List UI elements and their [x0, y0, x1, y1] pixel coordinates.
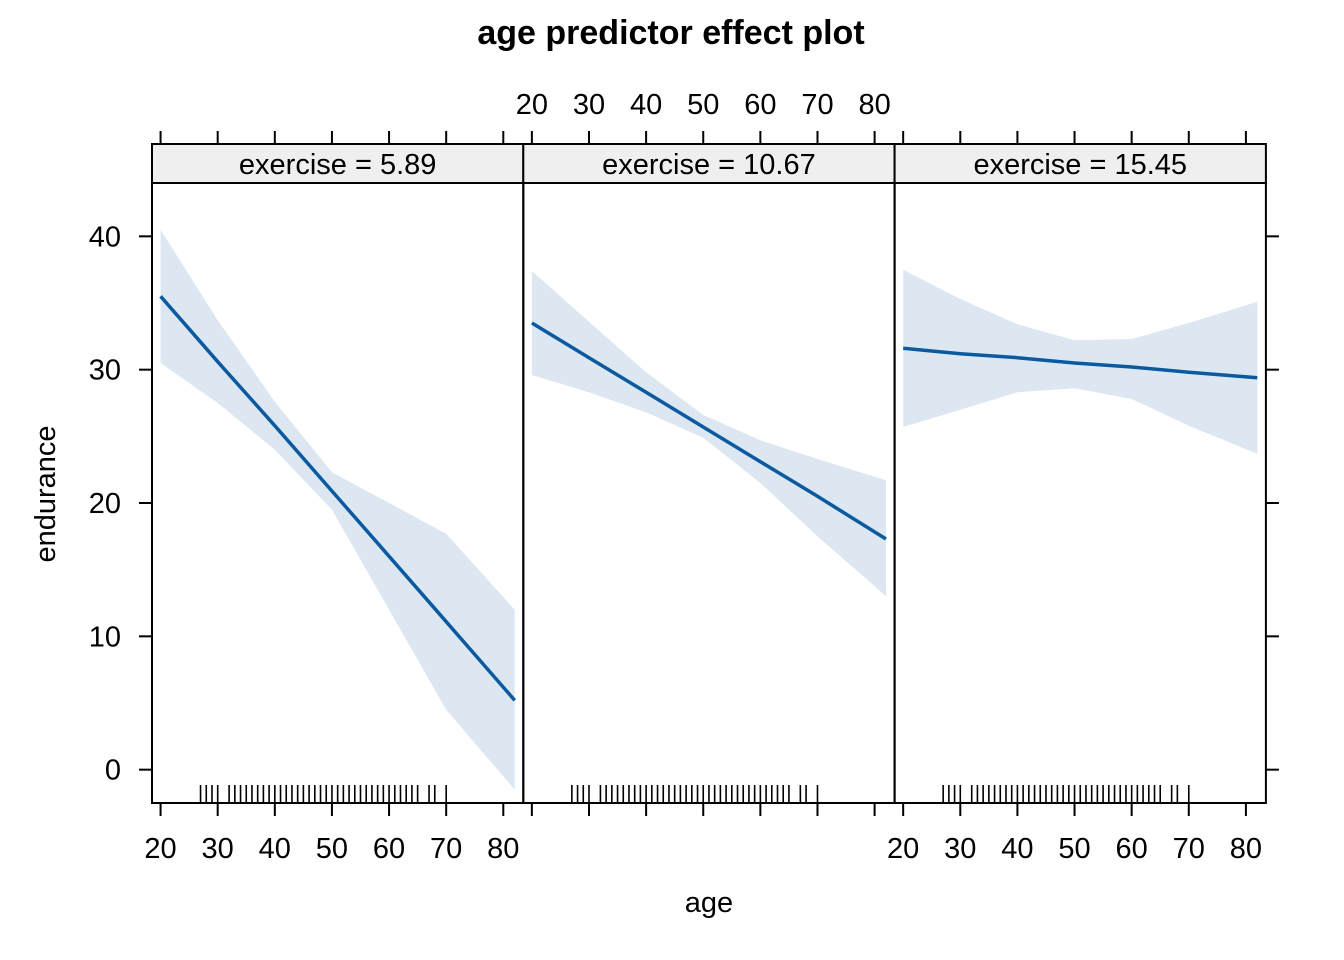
x-tick-label-top: 30: [573, 89, 605, 121]
x-tick-label-top: 80: [858, 89, 890, 121]
x-tick-label-top: 20: [516, 89, 548, 121]
y-tick-label: 30: [89, 355, 121, 387]
strip-label-1: exercise = 5.89: [239, 149, 436, 181]
x-tick-label-bottom: 40: [259, 833, 291, 865]
x-tick-label-bottom: 50: [316, 833, 348, 865]
x-tick-label-bottom: 70: [1173, 833, 1205, 865]
confidence-band-2: [531, 271, 886, 597]
panel-frame-3: [893, 182, 1267, 804]
x-tick-label-bottom: 80: [487, 833, 519, 865]
x-tick-label-top: 40: [630, 89, 662, 121]
x-tick-label-bottom: 30: [944, 833, 976, 865]
x-tick-label-bottom: 60: [373, 833, 405, 865]
strip-label-2: exercise = 10.67: [602, 149, 816, 181]
strip-2: [522, 143, 896, 184]
x-tick-label-top: 50: [687, 89, 719, 121]
x-tick-label-bottom: 40: [1001, 833, 1033, 865]
y-tick-label: 10: [89, 621, 121, 653]
x-tick-label-bottom: 70: [430, 833, 462, 865]
x-tick-label-bottom: 60: [1116, 833, 1148, 865]
y-tick-label: 20: [89, 488, 121, 520]
strip-label-3: exercise = 15.45: [973, 149, 1187, 181]
y-tick-label: 40: [89, 221, 121, 253]
x-tick-label-top: 60: [744, 89, 776, 121]
x-tick-label-bottom: 80: [1230, 833, 1262, 865]
fit-line-3: [903, 346, 1258, 380]
x-tick-label-top: 70: [801, 89, 833, 121]
fit-line-2: [530, 321, 887, 541]
plot-area: exercise = 5.89 20 30 40 50 60 70 80 exercise = …: [89, 89, 1279, 865]
x-tick-label-bottom: 30: [202, 833, 234, 865]
x-tick-label-bottom: 20: [144, 833, 176, 865]
x-axis-label: age: [685, 887, 733, 919]
y-axis-label: endurance: [30, 425, 62, 562]
fit-line-1: [159, 295, 517, 702]
y-tick-label: 0: [105, 755, 121, 787]
x-tick-label-bottom: 20: [887, 833, 919, 865]
confidence-band-1: [160, 229, 515, 790]
chart-title: age predictor effect plot: [477, 14, 864, 52]
x-tick-label-bottom: 50: [1058, 833, 1090, 865]
